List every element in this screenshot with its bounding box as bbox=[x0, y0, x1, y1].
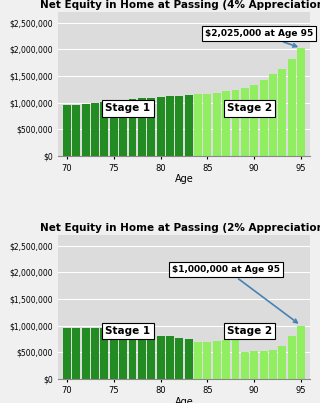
Bar bbox=[110, 328, 118, 379]
Bar bbox=[175, 339, 183, 379]
Bar bbox=[194, 94, 202, 156]
Bar bbox=[297, 326, 305, 379]
Text: $2,025,000 at Age 95: $2,025,000 at Age 95 bbox=[205, 29, 313, 47]
X-axis label: Age: Age bbox=[175, 174, 193, 184]
Bar bbox=[222, 340, 230, 379]
Bar bbox=[100, 102, 108, 156]
Bar bbox=[204, 342, 212, 379]
Bar bbox=[297, 48, 305, 156]
Text: $1,000,000 at Age 95: $1,000,000 at Age 95 bbox=[172, 265, 297, 323]
Bar bbox=[231, 90, 239, 156]
Title: Net Equity in Home at Passing (2% Appreciation): Net Equity in Home at Passing (2% Apprec… bbox=[40, 223, 320, 233]
Bar bbox=[213, 341, 221, 379]
Bar bbox=[288, 60, 296, 156]
Bar bbox=[147, 98, 155, 156]
Bar bbox=[138, 98, 146, 156]
Text: Stage 2: Stage 2 bbox=[227, 104, 272, 114]
Bar bbox=[110, 102, 118, 156]
Bar bbox=[185, 95, 193, 156]
Bar bbox=[91, 328, 99, 379]
Bar bbox=[119, 100, 127, 156]
Bar bbox=[231, 339, 239, 379]
Bar bbox=[260, 80, 268, 156]
Bar bbox=[260, 351, 268, 379]
Bar bbox=[175, 96, 183, 156]
Bar bbox=[119, 335, 127, 379]
Bar bbox=[213, 93, 221, 156]
Title: Net Equity in Home at Passing (4% Appreciation): Net Equity in Home at Passing (4% Apprec… bbox=[40, 0, 320, 10]
Bar bbox=[269, 75, 277, 156]
X-axis label: Age: Age bbox=[175, 397, 193, 403]
Bar bbox=[147, 337, 155, 379]
Bar bbox=[82, 104, 90, 156]
Bar bbox=[250, 85, 258, 156]
Bar bbox=[222, 91, 230, 156]
Bar bbox=[204, 93, 212, 156]
Bar bbox=[72, 105, 80, 156]
Bar bbox=[269, 350, 277, 379]
Bar bbox=[278, 346, 286, 379]
Bar bbox=[194, 341, 202, 379]
Bar bbox=[138, 336, 146, 379]
Bar bbox=[166, 336, 174, 379]
Bar bbox=[156, 336, 164, 379]
Bar bbox=[72, 328, 80, 379]
Bar bbox=[129, 100, 137, 156]
Bar bbox=[156, 97, 164, 156]
Bar bbox=[82, 328, 90, 379]
Bar bbox=[241, 88, 249, 156]
Text: Stage 1: Stage 1 bbox=[105, 326, 150, 337]
Text: Stage 1: Stage 1 bbox=[105, 104, 150, 114]
Bar bbox=[185, 339, 193, 379]
Bar bbox=[250, 351, 258, 379]
Bar bbox=[63, 105, 71, 156]
Bar bbox=[278, 69, 286, 156]
Bar bbox=[288, 336, 296, 379]
Bar bbox=[166, 96, 174, 156]
Text: Stage 2: Stage 2 bbox=[227, 326, 272, 337]
Bar bbox=[241, 352, 249, 379]
Bar bbox=[100, 328, 108, 379]
Bar bbox=[91, 103, 99, 156]
Bar bbox=[63, 328, 71, 379]
Bar bbox=[129, 336, 137, 379]
